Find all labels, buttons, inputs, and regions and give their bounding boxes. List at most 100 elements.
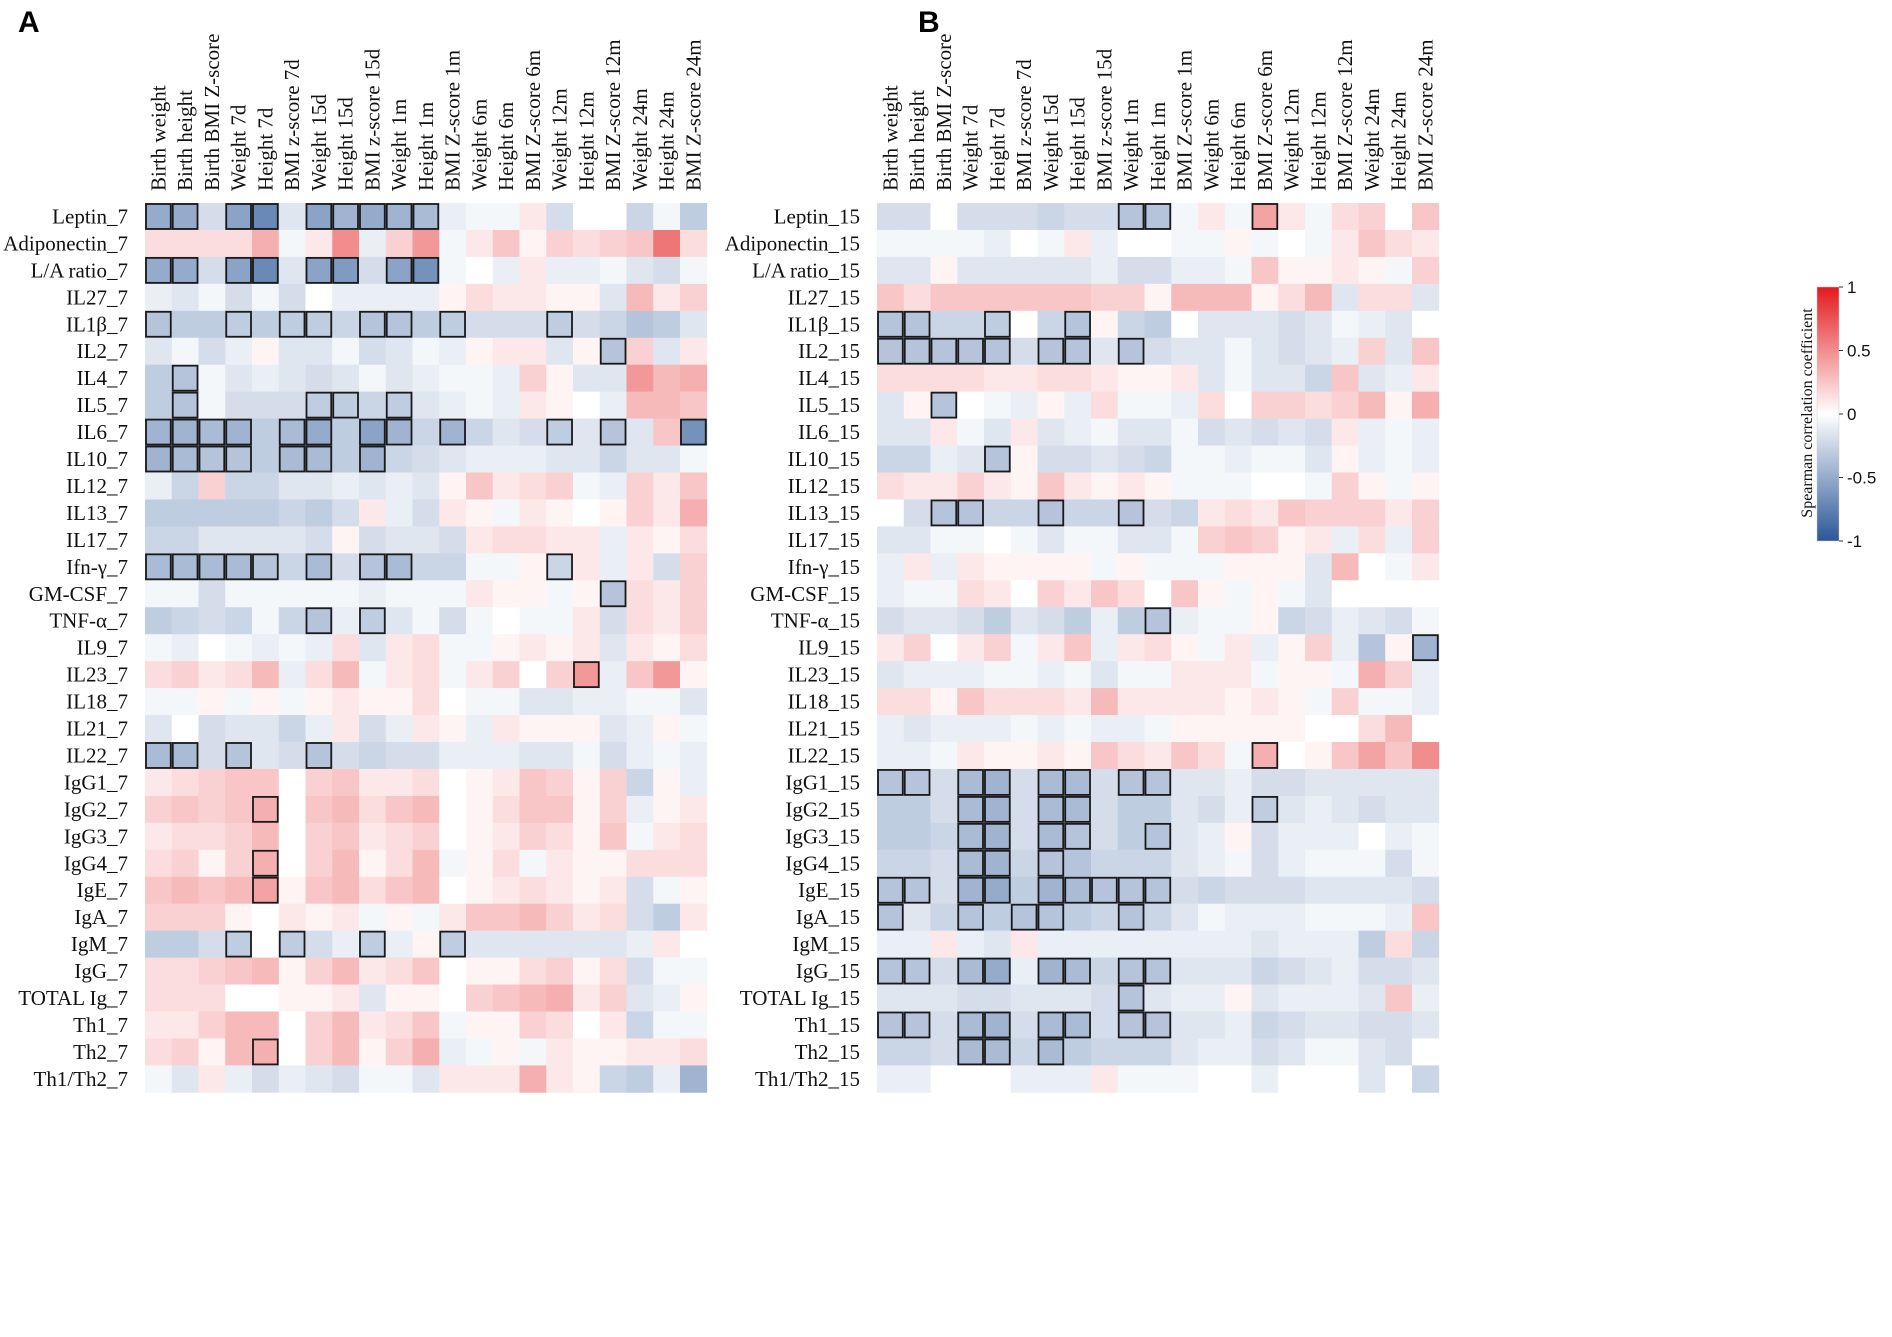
heatmap-cell-b-r20-c4 xyxy=(984,742,1012,770)
heatmap-cell-b-r5-c6 xyxy=(1037,337,1065,366)
heatmap-cell-a-r0-c18 xyxy=(626,203,654,231)
heatmap-cell-b-r12-c10 xyxy=(1144,526,1172,554)
heatmap-cell-b-r26-c15 xyxy=(1278,903,1306,932)
heatmap-cell-b-r19-c1 xyxy=(903,715,931,743)
row-label-a-igg3-7: IgG3_7 xyxy=(64,824,128,848)
heatmap-cell-a-r1-c5 xyxy=(278,229,306,258)
heatmap-cell-b-r27-c15 xyxy=(1278,930,1306,958)
heatmap-cell-a-r9-c6 xyxy=(305,445,333,473)
panel-a: A Birth weight Birth height Birth BMI Z-sc… xyxy=(3,6,708,1093)
heatmap-cell-b-r30-c1 xyxy=(903,1011,931,1039)
heatmap-cell-a-r15-c13 xyxy=(492,607,520,635)
heatmap-cell-b-r14-c9 xyxy=(1117,580,1145,608)
row-label-a-il22-7: IL22_7 xyxy=(66,743,128,767)
heatmap-cell-b-r14-c0 xyxy=(877,580,905,608)
heatmap-cell-a-r5-c16 xyxy=(573,337,601,366)
heatmap-cell-b-r32-c18 xyxy=(1358,1065,1386,1093)
significance-box-b-r25-c6 xyxy=(1037,876,1065,904)
heatmap-cell-b-r29-c17 xyxy=(1331,984,1359,1012)
significance-box-a-r9-c3 xyxy=(225,445,252,473)
significance-box-b-r23-c3 xyxy=(957,822,984,850)
significance-box-a-r13-c3 xyxy=(225,553,252,581)
heatmap-cell-b-r26-c1 xyxy=(903,903,931,932)
heatmap-cell-b-r13-c16 xyxy=(1305,553,1333,581)
heatmap-cell-b-r9-c18 xyxy=(1358,445,1386,473)
heatmap-cell-b-r6-c11 xyxy=(1171,364,1199,393)
heatmap-cell-a-r12-c7 xyxy=(332,526,360,554)
significance-box-b-r24-c6 xyxy=(1037,849,1065,877)
column-label-a-bmi-z-score-7d: BMI z-score 7d xyxy=(280,59,304,191)
heatmap-cell-b-r21-c7 xyxy=(1064,768,1092,797)
heatmap-cell-a-r32-c5 xyxy=(278,1065,306,1093)
heatmap-cell-b-r18-c11 xyxy=(1171,688,1199,716)
heatmap-cell-b-r8-c1 xyxy=(903,418,931,446)
heatmap-cell-b-r20-c1 xyxy=(903,742,931,770)
heatmap-cell-b-r2-c16 xyxy=(1305,256,1333,285)
column-label-a-weight-15d: Weight 15d xyxy=(307,94,331,191)
heatmap-cell-a-r17-c17 xyxy=(599,661,627,689)
heatmap-cell-b-r15-c11 xyxy=(1171,607,1199,635)
column-label-a-bmi-z-score-6m: BMI Z-score 6m xyxy=(521,50,545,191)
heatmap-cell-a-r15-c5 xyxy=(278,607,306,635)
heatmap-cell-b-r20-c15 xyxy=(1278,742,1306,770)
heatmap-cell-b-r0-c19 xyxy=(1385,203,1413,231)
row-label-b-igm-15: IgM_15 xyxy=(792,932,860,956)
heatmap-cell-b-r26-c6 xyxy=(1037,903,1065,932)
heatmap-cell-b-r28-c12 xyxy=(1198,957,1226,985)
heatmap-cell-b-r26-c13 xyxy=(1224,903,1252,932)
heatmap-cell-a-r12-c4 xyxy=(252,526,280,554)
heatmap-cell-b-r5-c18 xyxy=(1358,337,1386,366)
heatmap-cell-b-r16-c17 xyxy=(1331,634,1359,662)
significance-box-b-r5-c0 xyxy=(877,337,904,365)
heatmap-cell-b-r2-c12 xyxy=(1198,256,1226,285)
heatmap-cell-a-r26-c12 xyxy=(466,903,494,932)
heatmap-cell-a-r3-c5 xyxy=(278,283,306,312)
heatmap-cell-b-r23-c20 xyxy=(1412,822,1440,851)
heatmap-cell-b-r14-c10 xyxy=(1144,580,1172,608)
heatmap-cell-a-r10-c9 xyxy=(385,472,413,500)
heatmap-cell-a-r12-c1 xyxy=(171,526,199,554)
heatmap-cell-b-r23-c14 xyxy=(1251,822,1279,851)
column-label-a-bmi-z-score-12m: BMI Z-score 12m xyxy=(601,39,625,191)
significance-box-b-r4-c0 xyxy=(877,310,904,338)
heatmap-cell-b-r17-c10 xyxy=(1144,661,1172,689)
heatmap-cell-b-r1-c7 xyxy=(1064,229,1092,258)
heatmap-cell-b-r1-c4 xyxy=(984,229,1012,258)
heatmap-cell-a-r9-c4 xyxy=(252,445,280,473)
significance-box-b-r26-c0 xyxy=(877,903,904,931)
heatmap-cell-a-r11-c2 xyxy=(198,499,226,527)
heatmap-cell-b-r25-c19 xyxy=(1385,876,1413,905)
heatmap-cell-a-r24-c6 xyxy=(305,849,333,878)
heatmap-cell-a-r13-c7 xyxy=(332,553,360,581)
heatmap-cell-b-r4-c10 xyxy=(1144,310,1172,339)
heatmap-cell-b-r23-c10 xyxy=(1144,822,1172,851)
heatmap-cell-b-r32-c7 xyxy=(1064,1065,1092,1093)
heatmap-cell-a-r13-c15 xyxy=(546,553,574,581)
heatmap-cell-b-r32-c17 xyxy=(1331,1065,1359,1093)
heatmap-cell-a-r25-c10 xyxy=(412,876,440,905)
heatmap-cell-a-r28-c4 xyxy=(252,957,280,985)
significance-box-b-r30-c0 xyxy=(877,1011,904,1039)
heatmap-cell-a-r27-c10 xyxy=(412,930,440,958)
row-label-a-il4-7: IL4_7 xyxy=(77,366,128,390)
significance-box-b-r26-c3 xyxy=(957,903,984,931)
heatmap-cell-a-r24-c20 xyxy=(680,849,708,878)
heatmap-cell-b-r13-c15 xyxy=(1278,553,1306,581)
heatmap-cell-a-r29-c15 xyxy=(546,984,574,1012)
heatmap-cell-a-r4-c8 xyxy=(359,310,387,339)
row-label-a-igg1-7: IgG1_7 xyxy=(64,770,128,794)
significance-box-b-r21-c9 xyxy=(1117,769,1145,796)
heatmap-cell-a-r22-c6 xyxy=(305,795,333,824)
heatmap-cell-a-r13-c9 xyxy=(385,553,413,581)
heatmap-cell-a-r30-c5 xyxy=(278,1011,306,1039)
heatmap-cell-b-r28-c19 xyxy=(1385,957,1413,985)
heatmap-cell-a-r22-c2 xyxy=(198,795,226,824)
heatmap-cell-b-r21-c20 xyxy=(1412,768,1440,797)
heatmap-cell-a-r11-c17 xyxy=(599,499,627,527)
heatmap-cell-b-r3-c2 xyxy=(930,283,958,312)
heatmap-cell-b-r19-c20 xyxy=(1412,715,1440,743)
heatmap-cell-b-r19-c13 xyxy=(1224,715,1252,743)
heatmap-cell-a-r9-c19 xyxy=(653,445,681,473)
heatmap-cell-b-r31-c11 xyxy=(1171,1038,1199,1066)
heatmap-cell-a-r16-c2 xyxy=(198,634,226,662)
